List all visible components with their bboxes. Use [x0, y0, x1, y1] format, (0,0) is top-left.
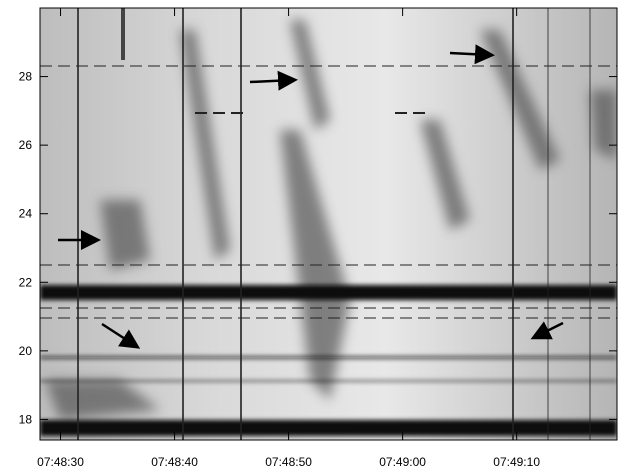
y-tick-label: 24: [19, 207, 33, 221]
x-tick-label: 07:48:40: [151, 455, 198, 469]
y-tick-label: 22: [19, 275, 33, 289]
x-tick-label: 07:48:50: [265, 455, 312, 469]
plot-frame: [39, 7, 618, 441]
y-tick-label: 28: [19, 70, 33, 84]
spectrogram-image: [40, 8, 617, 440]
y-tick-label: 18: [19, 412, 33, 426]
x-tick-label: 07:48:30: [37, 455, 84, 469]
axes: 07:48:30 07:48:40 07:48:50 07:49:00 07:49:10…: [19, 8, 617, 469]
y-tick-label: 20: [19, 344, 33, 358]
x-tick-label: 07:49:00: [379, 455, 426, 469]
annotation-arrows: [58, 44, 564, 349]
y-tick-label: 26: [19, 138, 33, 152]
x-tick-label: 07:49:10: [493, 455, 540, 469]
